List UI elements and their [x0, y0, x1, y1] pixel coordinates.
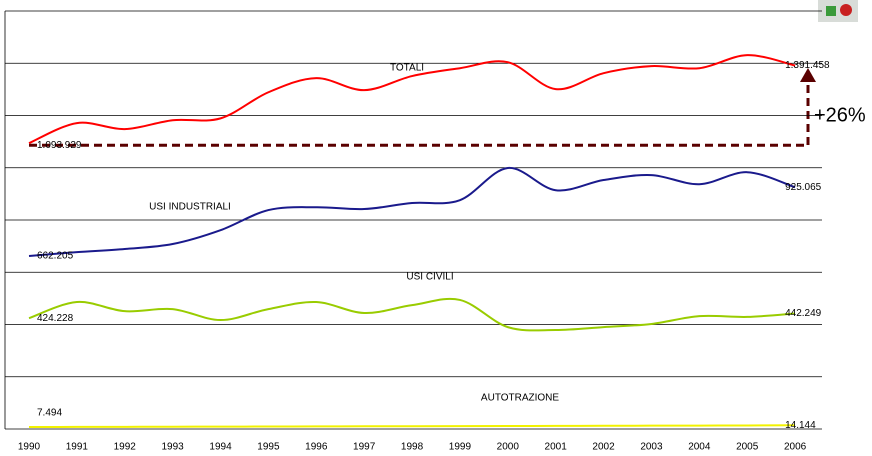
x-tick-label: 1996 — [305, 442, 328, 453]
value-label: 7.494 — [37, 408, 62, 419]
x-tick-label: 1998 — [401, 442, 424, 453]
x-tick-label: 2005 — [736, 442, 759, 453]
value-label: 1.093.929 — [37, 140, 82, 151]
series-line — [28, 424, 796, 429]
x-tick-label: 2004 — [688, 442, 711, 453]
x-tick-label: 2003 — [640, 442, 663, 453]
value-label: 14.144 — [785, 420, 816, 431]
x-tick-label: 2002 — [592, 442, 615, 453]
value-label: 1.391.458 — [785, 60, 830, 71]
x-tick-label: 2001 — [545, 442, 568, 453]
x-tick-label: 2000 — [497, 442, 520, 453]
x-tick-label: 1995 — [257, 442, 280, 453]
value-label: 442.249 — [785, 308, 822, 319]
value-label: 662.205 — [37, 251, 74, 262]
x-tick-label: 1991 — [66, 442, 89, 453]
x-tick-label: 1990 — [18, 442, 41, 453]
x-tick-label: 1994 — [209, 442, 232, 453]
series-line — [28, 297, 796, 332]
value-label: 424.228 — [37, 313, 74, 324]
series-line — [28, 167, 796, 257]
x-tick-label: 1999 — [449, 442, 472, 453]
series-label: TOTALI — [390, 63, 424, 74]
series-label: AUTOTRAZIONE — [481, 393, 559, 404]
logo-icon — [818, 0, 858, 22]
series-label: USI INDUSTRIALI — [149, 202, 231, 213]
x-tick-label: 1992 — [114, 442, 137, 453]
x-tick-label: 2006 — [784, 442, 807, 453]
x-tick-label: 1997 — [353, 442, 376, 453]
series-line — [28, 54, 796, 145]
series-label: USI CIVILI — [406, 272, 453, 283]
value-label: 925.065 — [785, 182, 822, 193]
x-tick-label: 1993 — [162, 442, 185, 453]
arrow-head — [800, 68, 816, 82]
annotation: +26% — [814, 104, 866, 126]
